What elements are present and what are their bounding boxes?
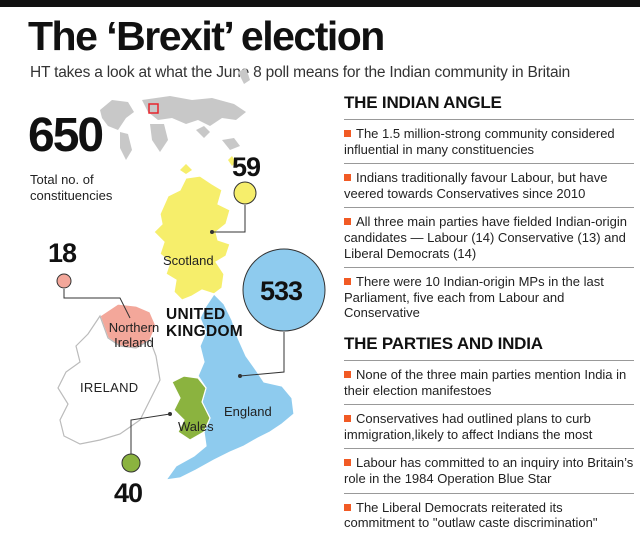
callout-leaders xyxy=(63,205,285,455)
wales-seat-marker xyxy=(121,453,141,473)
wales-region xyxy=(171,375,211,441)
list-item: The 1.5 million-strong community conside… xyxy=(344,126,615,157)
ireland-label: IRELAND xyxy=(80,380,139,395)
indian-angle-title: THE INDIAN ANGLE xyxy=(344,93,502,112)
bullet-square-icon xyxy=(344,415,351,423)
uk-map xyxy=(56,68,326,481)
list-item: The Liberal Democrats reiterated its com… xyxy=(344,499,598,531)
bullet-square-icon xyxy=(344,370,351,378)
page-subtitle: HT takes a look at what the June 8 poll … xyxy=(30,64,571,81)
bullet-square-icon xyxy=(344,278,351,286)
northern-ireland-seats: 18 xyxy=(48,238,77,268)
england-seats: 533 xyxy=(260,276,303,306)
world-locator-map xyxy=(100,68,250,160)
bullet-square-icon xyxy=(344,130,351,137)
divider xyxy=(344,448,634,450)
ireland-region xyxy=(57,314,161,445)
top-bar xyxy=(0,0,640,7)
bullet-square-icon xyxy=(344,174,351,182)
divider xyxy=(344,207,634,209)
england-seat-marker xyxy=(242,248,326,332)
bullet-square-icon xyxy=(344,218,351,226)
list-item: Labour has committed to an inquiry into … xyxy=(344,455,634,486)
bullet-square-icon xyxy=(344,503,351,511)
divider xyxy=(344,404,634,406)
locator-box xyxy=(148,103,159,114)
scotland-seats: 59 xyxy=(232,152,261,182)
total-caption: Total no. of constituencies xyxy=(30,172,113,203)
divider xyxy=(344,267,634,269)
divider xyxy=(344,119,634,120)
info-panel: THE INDIAN ANGLE The 1.5 million-strong … xyxy=(344,93,634,537)
list-item: All three main parties have fielded Indi… xyxy=(344,214,627,261)
wales-label: Wales xyxy=(178,419,214,434)
divider xyxy=(344,492,634,494)
scotland-region xyxy=(153,175,231,301)
page-title: The ‘Brexit’ election xyxy=(28,13,385,59)
england-label: England xyxy=(224,404,272,419)
total-constituencies: 650 xyxy=(28,109,104,162)
divider xyxy=(344,359,634,361)
northern-ireland-label: Northern Ireland xyxy=(108,320,160,350)
wales-seats: 40 xyxy=(114,478,143,508)
bullet-square-icon xyxy=(344,459,351,467)
list-item: Conservatives had outlined plans to curb… xyxy=(344,411,593,442)
northern-ireland-seat-marker xyxy=(56,273,72,289)
list-item: None of the three main parties mention I… xyxy=(344,366,627,398)
scotland-label: Scotland xyxy=(163,253,214,268)
divider xyxy=(344,163,634,165)
united-kingdom-label: UNITED KINGDOM xyxy=(166,306,244,340)
scotland-seat-marker xyxy=(233,181,257,205)
parties-india-title: THE PARTIES AND INDIA xyxy=(344,333,543,353)
list-item: Indians traditionally favour Labour, but… xyxy=(344,170,608,201)
list-item: There were 10 Indian-origin MPs in the l… xyxy=(344,274,604,321)
